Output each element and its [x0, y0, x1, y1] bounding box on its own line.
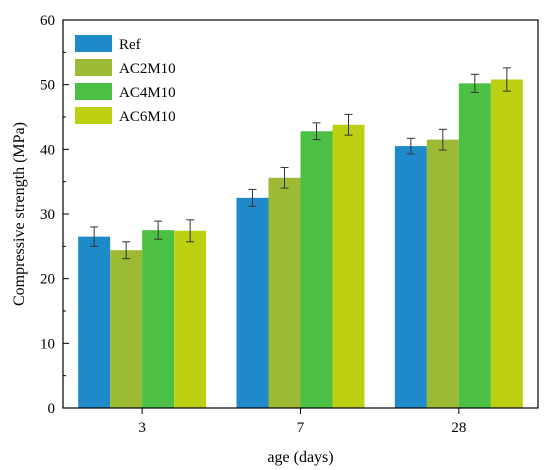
legend-label: Ref — [119, 37, 141, 53]
bar — [236, 197, 269, 408]
x-axis: 3 7 28 — [138, 408, 466, 436]
bar — [174, 230, 207, 408]
bar — [394, 146, 427, 408]
y-tick-label: 40 — [40, 142, 55, 158]
y-axis-title: Compressive strength (MPa) — [11, 122, 28, 306]
legend-label: AC6M10 — [119, 109, 176, 125]
x-tick-label: 3 — [138, 420, 146, 436]
x-tick-label: 28 — [451, 420, 466, 436]
legend-label: AC2M10 — [119, 61, 176, 77]
bar — [268, 177, 301, 408]
legend-label: AC4M10 — [119, 85, 176, 101]
y-tick-label: 10 — [40, 336, 55, 352]
x-axis-title: age (days) — [267, 449, 333, 466]
y-axis: 0 10 20 30 40 50 60 — [40, 13, 69, 417]
x-tick-label: 7 — [297, 420, 305, 436]
bar — [490, 79, 523, 408]
legend-swatch — [75, 107, 112, 124]
bar — [142, 230, 175, 408]
y-tick-label: 20 — [40, 272, 55, 288]
bar — [110, 250, 143, 408]
bar — [332, 124, 365, 408]
bar — [78, 236, 111, 408]
y-tick-label: 30 — [40, 207, 55, 223]
legend-swatch — [75, 35, 112, 52]
bar — [300, 131, 333, 408]
legend: Ref AC2M10 AC4M10 AC6M10 — [75, 35, 176, 125]
bars-layer — [78, 79, 523, 408]
legend-swatch — [75, 83, 112, 100]
bar — [426, 139, 459, 408]
error-bars-layer — [90, 67, 511, 260]
y-tick-label: 0 — [48, 401, 56, 417]
y-tick-label: 50 — [40, 78, 55, 94]
legend-swatch — [75, 59, 112, 76]
bar — [458, 83, 491, 408]
y-tick-label: 60 — [40, 13, 55, 29]
